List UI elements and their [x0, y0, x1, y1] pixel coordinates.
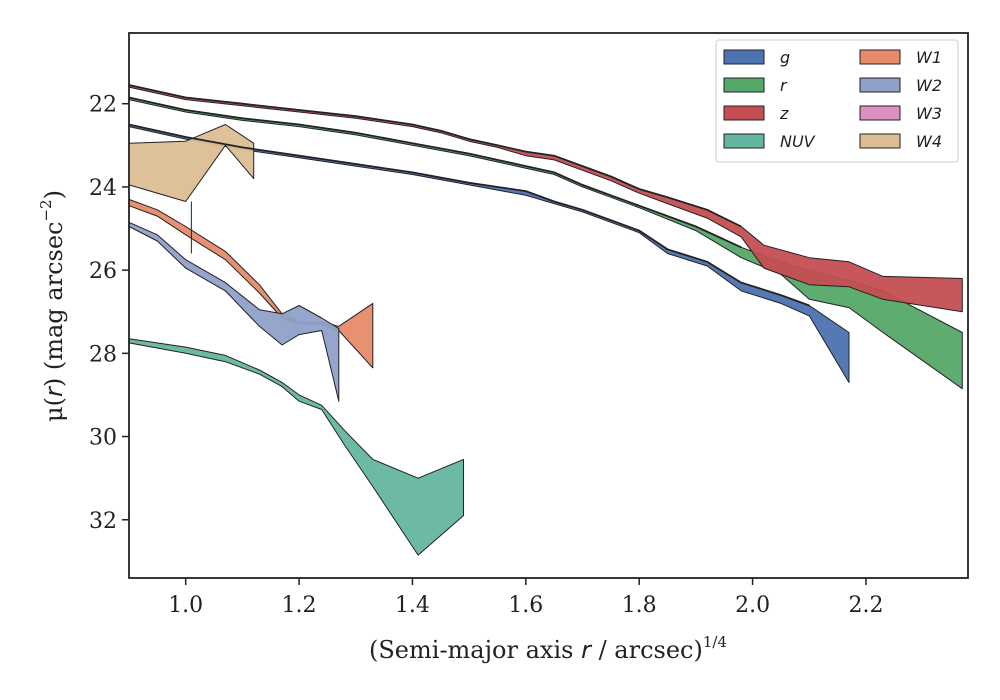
legend-label-nuv: NUV — [780, 132, 816, 151]
legend-frame — [715, 39, 959, 163]
x-tick-label: 1.0 — [168, 593, 203, 618]
x-axis-ticks: 1.0 1.2 1.4 1.6 1.8 2.0 2.2 — [168, 578, 883, 618]
x-axis-title-sup: 1/4 — [703, 633, 727, 651]
x-tick-label: 2.0 — [735, 593, 770, 618]
x-tick-label: 1.8 — [622, 593, 657, 618]
legend-label-w2: W2 — [916, 76, 942, 95]
x-tick-label: 2.2 — [848, 593, 883, 618]
plot-frame — [128, 32, 969, 579]
legend-swatch-w4 — [859, 133, 901, 149]
x-axis-title-prefix: (Semi-major axis — [369, 636, 581, 664]
y-tick-label: 22 — [89, 93, 117, 118]
legend-swatch-r — [723, 77, 765, 93]
legend-swatch-nuv — [723, 133, 765, 149]
x-tick-label: 1.2 — [282, 593, 317, 618]
legend-swatch-w1 — [859, 49, 901, 65]
y-axis-title-close: ) — [40, 190, 68, 199]
y-axis-title-prefix: μ( — [40, 397, 68, 422]
x-tick-label: 1.4 — [395, 593, 430, 618]
legend-label-r: r — [780, 76, 788, 95]
band-w4 — [128, 124, 255, 202]
legend-swatch-w2 — [859, 77, 901, 93]
y-tick-label: 24 — [89, 176, 117, 201]
y-axis-ticks: 22 24 26 28 30 32 — [89, 93, 129, 534]
band-w2 — [128, 221, 340, 402]
edge-line-1 — [128, 123, 810, 307]
y-axis-title-suffix: ) (mag arcsec — [40, 222, 68, 388]
edge-line-3 — [128, 84, 742, 228]
y-tick-label: 30 — [89, 426, 117, 451]
edge-line-layer — [128, 84, 810, 307]
legend-swatch-w3 — [859, 105, 901, 121]
legend-swatch-z — [723, 105, 765, 121]
band-nuv — [128, 338, 464, 556]
band-w1 — [128, 198, 374, 369]
legend-label-w1: W1 — [916, 48, 942, 67]
legend-label-w4: W4 — [916, 132, 942, 151]
legend: grz NUV W1 W2 W3 W4 — [715, 39, 959, 163]
legend-label-z: z — [779, 104, 789, 123]
x-axis-title-var: r — [581, 636, 593, 664]
legend-label-w3: W3 — [916, 104, 942, 123]
legend-swatch-g — [723, 49, 765, 65]
x-axis-title-suffix: / arcsec) — [591, 636, 703, 664]
y-tick-label: 32 — [89, 509, 117, 534]
edge-line-2 — [128, 96, 742, 249]
x-tick-label: 1.6 — [508, 593, 543, 618]
y-tick-label: 28 — [89, 342, 117, 367]
y-axis-title-sup: −2 — [37, 199, 55, 221]
y-axis-title-var: r — [40, 385, 68, 397]
x-axis-title: (Semi-major axis r / arcsec)1/4 — [369, 633, 727, 664]
legend-label-g: g — [780, 48, 790, 67]
y-axis-title: μ(r) (mag arcsec−2) — [37, 190, 68, 422]
y-tick-label: 26 — [89, 259, 117, 284]
